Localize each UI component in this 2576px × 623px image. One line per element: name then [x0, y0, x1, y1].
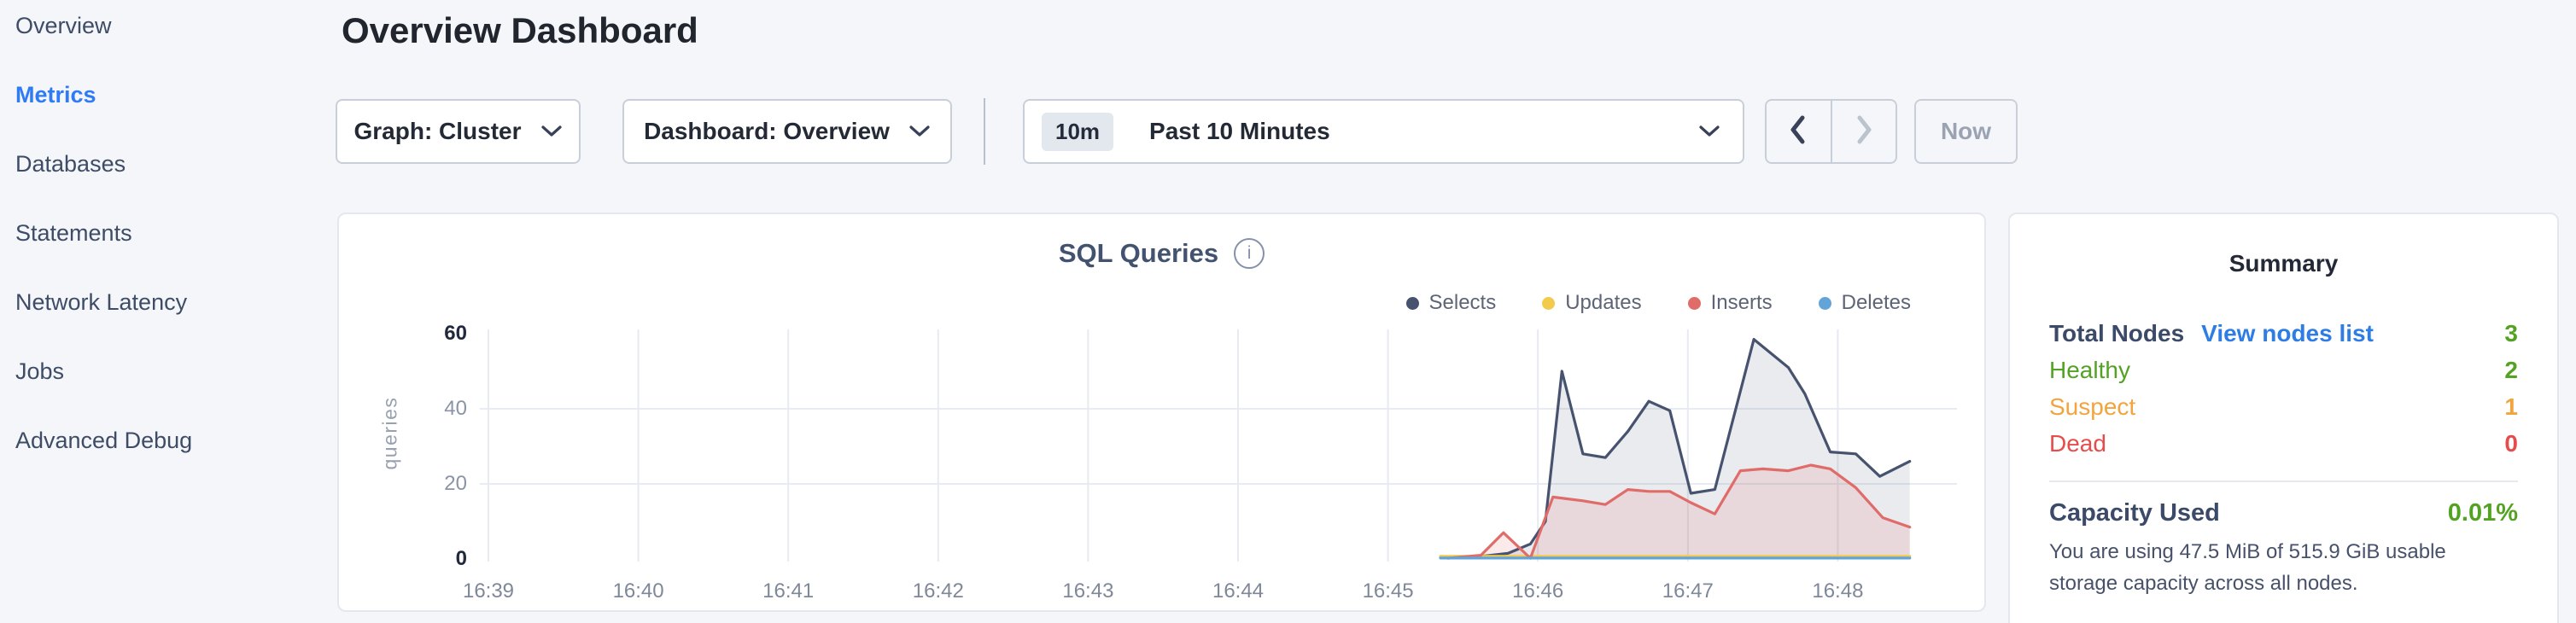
now-button[interactable]: Now	[1914, 99, 2018, 164]
y-axis-label: queries	[378, 396, 401, 470]
legend-item-deletes[interactable]: Deletes	[1818, 291, 1911, 315]
legend-item-selects[interactable]: Selects	[1405, 291, 1497, 315]
y-tick-20: 20	[444, 472, 467, 495]
sql-queries-svg	[480, 329, 1957, 562]
legend-dot-selects	[1405, 296, 1419, 310]
area-fill-inserts	[1447, 465, 1910, 559]
series-line-inserts	[1446, 463, 1912, 560]
chevron-down-icon	[540, 125, 563, 138]
x-tick-16-47: 16:47	[1662, 579, 1714, 603]
area-fill-selects	[1440, 339, 1910, 559]
x-tick-16-42: 16:42	[912, 579, 964, 603]
sidebar-item-databases[interactable]: Databases	[15, 151, 126, 177]
time-range-dropdown[interactable]: 10m Past 10 Minutes	[1023, 99, 1744, 164]
series-line-selects	[1439, 338, 1912, 559]
legend-label: Updates	[1565, 291, 1642, 314]
summary-panel: Summary Total Nodes View nodes list 3 Healt…	[2008, 213, 2559, 623]
chart-title: SQL Queries	[1058, 238, 1219, 268]
chevron-right-icon	[1854, 114, 1874, 149]
y-tick-60: 60	[444, 322, 467, 345]
x-tick-16-46: 16:46	[1512, 579, 1564, 603]
x-tick-16-43: 16:43	[1062, 579, 1114, 603]
summary-row-value: 1	[2504, 393, 2518, 420]
summary-row-label: Dead	[2049, 429, 2106, 457]
dashboard-dropdown-label: Dashboard: Overview	[644, 118, 890, 144]
chevron-down-icon	[908, 125, 931, 138]
page-title: Overview Dashboard	[342, 10, 698, 50]
x-tick-16-48: 16:48	[1812, 579, 1864, 603]
summary-row-value: 0	[2504, 429, 2518, 457]
chart-title-row: SQL Queries i	[339, 238, 1984, 269]
sidebar-list: Overview Metrics Databases Statements Networ…	[15, 0, 337, 475]
sql-queries-chart-card: SQL Queries i Selects Updates Inserts Delet…	[337, 213, 1986, 612]
legend-dot-deletes	[1818, 296, 1831, 310]
prev-time-window-button[interactable]	[1767, 101, 1832, 162]
next-time-window-button[interactable]	[1832, 101, 1896, 162]
chevron-left-icon	[1788, 114, 1808, 149]
summary-row-value: 3	[2504, 319, 2518, 346]
y-tick-0: 0	[455, 547, 467, 570]
x-tick-16-40: 16:40	[612, 579, 664, 603]
x-tick-16-44: 16:44	[1212, 579, 1265, 603]
sidebar-item-jobs[interactable]: Jobs	[15, 358, 65, 384]
summary-inner: Summary Total Nodes View nodes list 3 Healt…	[2049, 214, 2518, 599]
dashboard-dropdown[interactable]: Dashboard: Overview	[622, 99, 952, 164]
time-window-arrows	[1765, 99, 1897, 164]
graph-dropdown[interactable]: Graph: Cluster	[336, 99, 581, 164]
summary-row-dead: Dead 0	[2049, 425, 2518, 462]
sidebar-item-overview[interactable]: Overview	[15, 13, 112, 38]
summary-row-healthy: Healthy 2	[2049, 352, 2518, 388]
x-tick-16-39: 16:39	[462, 579, 515, 603]
summary-row-suspect: Suspect 1	[2049, 388, 2518, 425]
capacity-row: Capacity Used 0.01%	[2049, 499, 2518, 527]
legend-item-updates[interactable]: Updates	[1542, 291, 1642, 315]
summary-row-label: Total Nodes	[2049, 319, 2185, 346]
time-range-label: Past 10 Minutes	[1149, 118, 1330, 144]
legend-dot-inserts	[1687, 296, 1701, 310]
toolbar-divider	[984, 98, 985, 165]
view-nodes-list-link[interactable]: View nodes list	[2201, 319, 2374, 346]
legend-label: Deletes	[1841, 291, 1911, 314]
sql-queries-plot	[480, 329, 1957, 564]
summary-row-value: 2	[2504, 356, 2518, 383]
capacity-used-value: 0.01%	[2447, 499, 2518, 527]
summary-row-total-nodes: Total Nodes View nodes list 3	[2049, 315, 2518, 352]
chevron-down-icon	[1698, 125, 1720, 138]
capacity-used-label: Capacity Used	[2049, 499, 2220, 527]
x-tick-16-41: 16:41	[762, 579, 815, 603]
summary-rows: Total Nodes View nodes list 3 Healthy 2 Suspe…	[2049, 315, 2518, 462]
summary-row-label: Healthy	[2049, 356, 2130, 383]
sidebar: Overview Metrics Databases Statements Networ…	[0, 0, 337, 623]
sidebar-item-statements[interactable]: Statements	[15, 220, 132, 246]
graph-dropdown-label: Graph: Cluster	[353, 118, 522, 144]
summary-row-label: Suspect	[2049, 393, 2136, 420]
sidebar-item-metrics[interactable]: Metrics	[15, 82, 96, 108]
legend-label: Inserts	[1710, 291, 1773, 314]
x-tick-16-45: 16:45	[1362, 579, 1414, 603]
capacity-description: You are using 47.5 MiB of 515.9 GiB usab…	[2049, 540, 2446, 595]
summary-divider	[2049, 480, 2518, 482]
sidebar-item-advanced-debug[interactable]: Advanced Debug	[15, 428, 193, 453]
y-tick-40: 40	[444, 397, 467, 420]
sidebar-item-network-latency[interactable]: Network Latency	[15, 289, 188, 315]
time-range-badge: 10m	[1042, 112, 1114, 151]
now-button-label: Now	[1940, 118, 1992, 144]
legend-dot-updates	[1542, 296, 1556, 310]
info-icon[interactable]: i	[1234, 238, 1265, 269]
legend-item-inserts[interactable]: Inserts	[1687, 291, 1773, 315]
legend-label: Selects	[1428, 291, 1497, 314]
summary-title: Summary	[2228, 250, 2339, 277]
chart-legend: Selects Updates Inserts Deletes	[1405, 291, 1911, 315]
